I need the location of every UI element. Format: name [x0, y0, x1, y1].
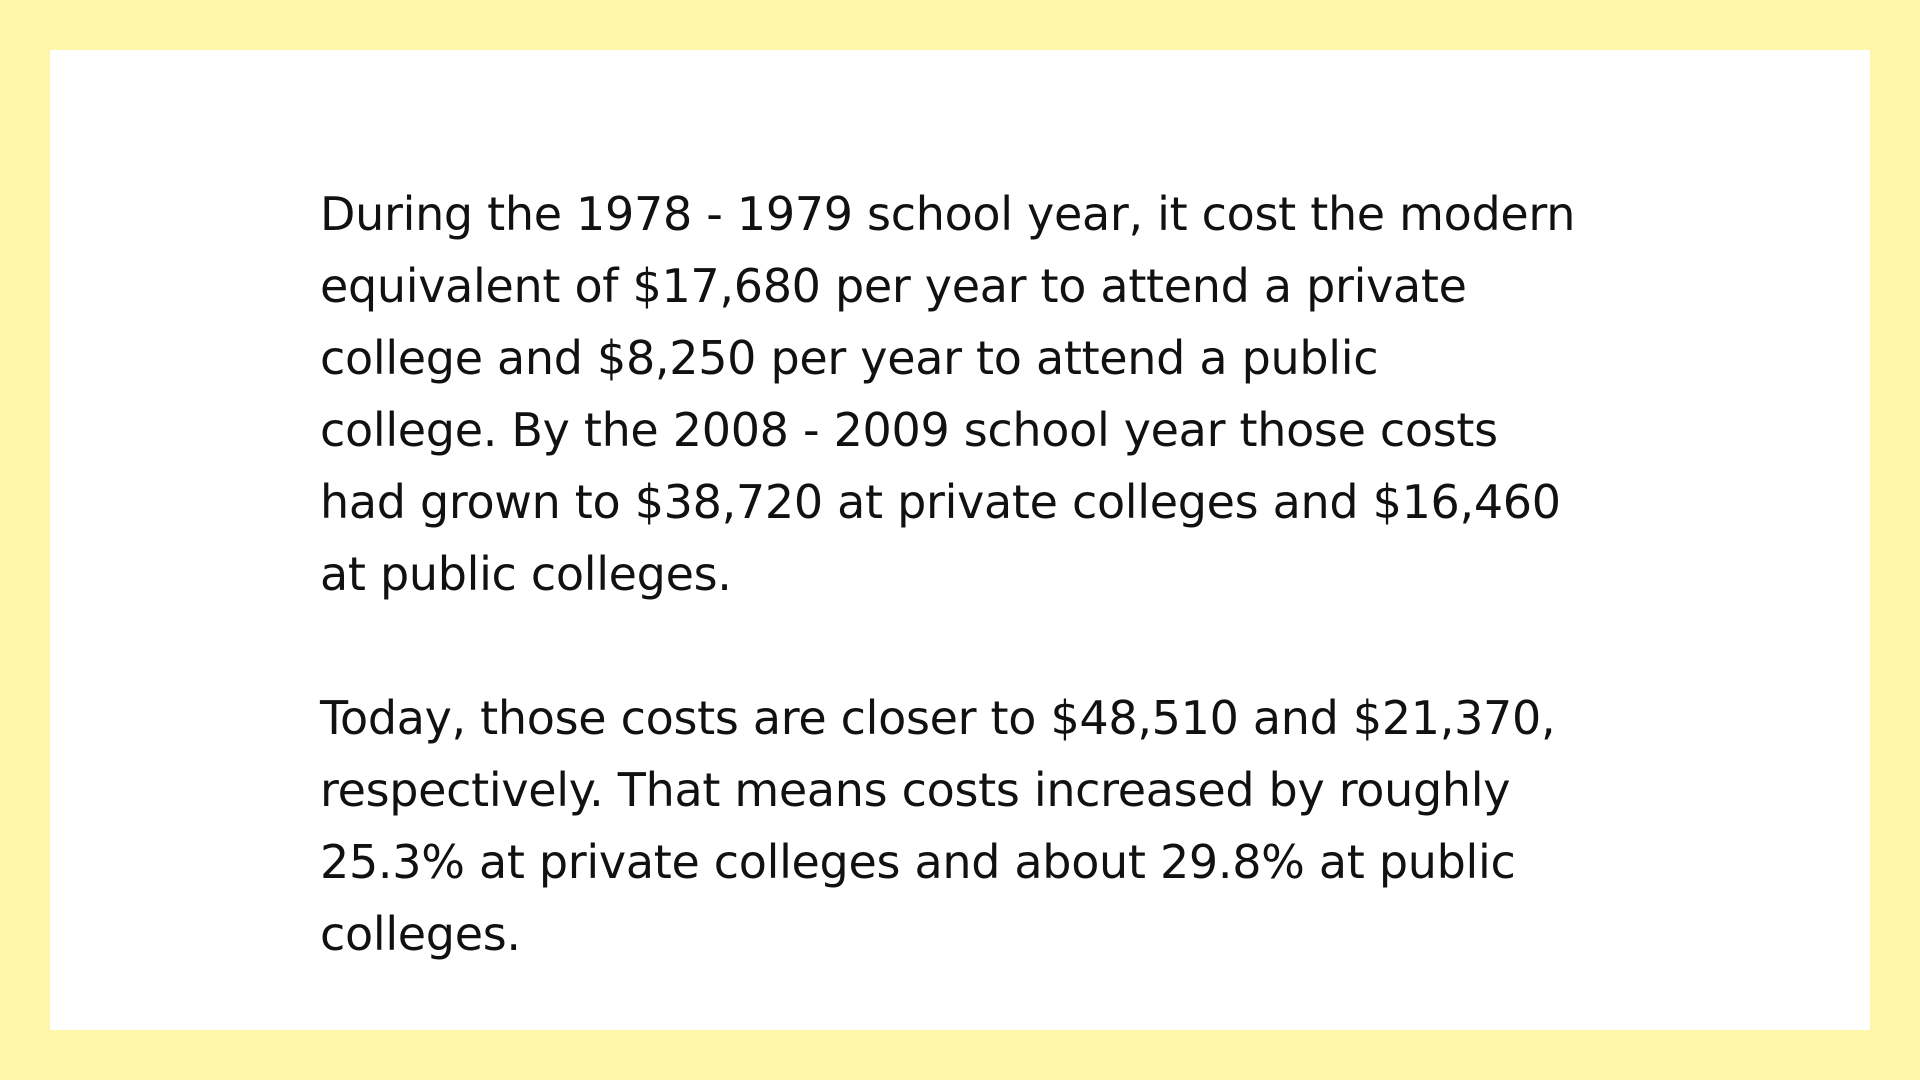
text-line: Today, those costs are closer to $48,510…: [320, 691, 1556, 745]
text-line: had grown to $38,720 at private colleges…: [320, 475, 1561, 529]
text-line: equivalent of $17,680 per year to attend…: [320, 259, 1467, 313]
text-line: 25.3% at private colleges and about 29.8…: [320, 835, 1516, 889]
paragraph-1979-2009: During the 1978 - 1979 school year, it c…: [320, 178, 1660, 610]
text-line: college. By the 2008 - 2009 school year …: [320, 403, 1498, 457]
text-line: college and $8,250 per year to attend a …: [320, 331, 1379, 385]
text-line: During the 1978 - 1979 school year, it c…: [320, 187, 1576, 241]
text-line: at public colleges.: [320, 547, 732, 601]
paragraph-today: Today, those costs are closer to $48,510…: [320, 682, 1660, 970]
text-line: colleges.: [320, 907, 521, 961]
content-card: During the 1978 - 1979 school year, it c…: [50, 50, 1870, 1030]
text-block: During the 1978 - 1979 school year, it c…: [320, 178, 1660, 970]
text-line: respectively. That means costs increased…: [320, 763, 1511, 817]
